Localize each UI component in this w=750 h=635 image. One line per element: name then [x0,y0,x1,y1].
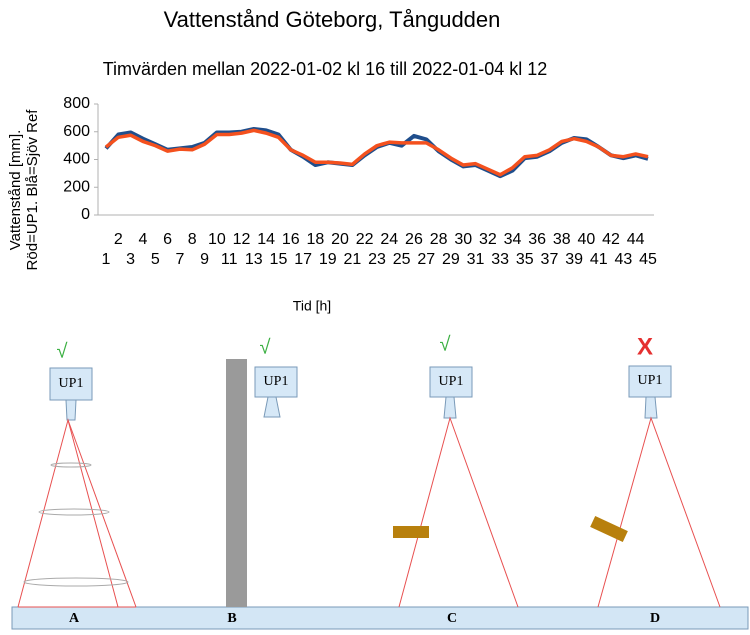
series-line [104,126,649,179]
x-tick-label: 42 [602,231,620,248]
x-tick-label: 9 [200,251,209,268]
sensor-label: UP1 [439,374,464,389]
x-tick-label: 5 [151,251,160,268]
x-tick-label: 21 [343,251,361,268]
panel-letter: C [447,611,457,626]
y-axis-label: Röd=UP1. Blå=Sjöv Ref [24,109,41,271]
x-axis-label: Tid [h] [293,298,331,314]
sensor-nozzle [65,399,77,421]
x-tick-label: 32 [479,231,497,248]
sensor-label: UP1 [59,376,84,391]
x-tick-label: 31 [467,251,485,268]
x-tick-label: 35 [516,251,534,268]
panel-letter: A [69,611,80,626]
x-tick-label: 38 [553,231,571,248]
beam-ring [23,577,129,587]
x-tick-label: 15 [270,251,288,268]
x-tick-label: 45 [639,251,657,268]
obstacle [393,526,429,538]
sensor-label: UP1 [638,373,663,388]
y-tick-label: 400 [63,151,90,168]
x-tick-label: 18 [307,231,325,248]
beam [398,416,519,608]
sensor-box [254,366,298,398]
obstacle [590,515,628,543]
y-tick-label: 200 [63,178,90,195]
x-tick-label: 12 [233,231,251,248]
sensor-nozzle [263,396,281,418]
x-tick-label: 3 [126,251,135,268]
x-tick-label: 28 [430,231,448,248]
sensor-box [429,366,473,398]
sensor-label: UP1 [264,374,289,389]
x-tick-label: 20 [331,231,349,248]
y-axis-label: Vattenstånd [mm]. [7,130,24,251]
x-tick-label: 14 [257,231,275,248]
beam-ring [50,462,92,468]
x-tick-label: 34 [504,231,522,248]
series-line [104,128,649,177]
sensor-box [49,367,93,401]
x-tick-label: 4 [139,231,148,248]
sensor-nozzle [443,396,457,419]
x-tick-label: 8 [188,231,197,248]
wall [226,359,247,607]
x-tick-label: 10 [208,231,226,248]
x-tick-label: 17 [294,251,312,268]
status-mark: X [637,333,653,360]
x-tick-label: 24 [380,231,398,248]
x-tick-label: 13 [245,251,263,268]
x-tick-label: 44 [627,231,645,248]
x-tick-label: 7 [175,251,184,268]
y-tick-label: 0 [81,206,90,223]
y-tick-label: 600 [63,123,90,140]
floor [11,606,749,630]
x-tick-label: 25 [393,251,411,268]
panel-letter: D [650,611,660,626]
status-mark: √ [260,336,271,358]
x-tick-label: 2 [114,231,123,248]
status-mark: √ [57,340,68,362]
chart-subtitle: Timvärden mellan 2022-01-02 kl 16 till 2… [103,59,548,79]
x-tick-label: 27 [417,251,435,268]
panel-letter: B [227,611,236,626]
x-tick-label: 29 [442,251,460,268]
x-tick-label: 43 [614,251,632,268]
x-tick-label: 37 [541,251,559,268]
x-tick-label: 11 [221,251,238,268]
x-tick-label: 22 [356,231,374,248]
status-mark: √ [440,333,451,355]
x-tick-label: 41 [590,251,608,268]
beam [597,416,721,608]
x-tick-label: 16 [282,231,300,248]
chart-title: Vattenstånd Göteborg, Tångudden [164,7,501,32]
x-tick-label: 23 [368,251,386,268]
x-tick-label: 33 [491,251,509,268]
x-tick-label: 26 [405,231,423,248]
beam-ring [38,508,110,516]
y-tick-label: 800 [63,95,90,112]
x-tick-label: 6 [163,231,172,248]
x-tick-label: 30 [454,231,472,248]
x-tick-label: 36 [528,231,546,248]
x-tick-label: 40 [578,231,596,248]
x-tick-label: 39 [565,251,583,268]
sensor-nozzle [644,396,658,419]
x-tick-label: 19 [319,251,337,268]
x-tick-label: 1 [102,251,111,268]
